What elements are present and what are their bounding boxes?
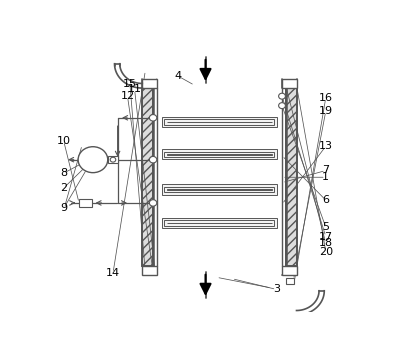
Circle shape	[149, 157, 157, 163]
Bar	[142, 79, 157, 88]
Bar	[164, 187, 274, 192]
Text: 1: 1	[322, 172, 329, 182]
Text: 11: 11	[128, 85, 142, 94]
Bar	[286, 88, 297, 266]
Bar	[79, 199, 92, 207]
Circle shape	[78, 147, 108, 173]
Bar	[167, 189, 271, 190]
Text: 3: 3	[273, 284, 280, 294]
Bar	[167, 223, 271, 224]
Text: 14: 14	[106, 268, 120, 278]
Bar	[282, 266, 297, 275]
Bar	[142, 266, 157, 275]
Bar	[164, 152, 274, 157]
Bar	[142, 88, 153, 266]
Bar	[164, 119, 274, 125]
Bar	[286, 88, 297, 266]
Text: 4: 4	[174, 71, 181, 81]
Circle shape	[110, 157, 116, 162]
Text: 15: 15	[123, 79, 137, 89]
Text: 16: 16	[319, 93, 333, 102]
Bar	[142, 88, 153, 266]
Circle shape	[279, 102, 285, 108]
Circle shape	[149, 200, 157, 206]
Bar	[162, 149, 277, 159]
Bar	[167, 121, 271, 122]
Text: 13: 13	[319, 141, 333, 151]
Bar	[162, 218, 277, 229]
Text: 5: 5	[322, 222, 329, 232]
Circle shape	[279, 93, 285, 99]
Text: 10: 10	[57, 136, 70, 146]
Bar	[162, 117, 277, 127]
Bar	[108, 157, 118, 163]
Bar	[282, 79, 297, 88]
Text: 17: 17	[319, 232, 333, 242]
Text: 9: 9	[60, 203, 67, 213]
Text: 7: 7	[322, 166, 330, 176]
Text: 18: 18	[319, 238, 333, 249]
Circle shape	[149, 114, 157, 121]
Text: 2: 2	[60, 183, 67, 193]
Bar	[164, 220, 274, 226]
Text: 20: 20	[319, 247, 333, 257]
Bar	[162, 184, 277, 194]
Bar	[286, 278, 295, 284]
Text: 8: 8	[60, 168, 67, 178]
Text: 6: 6	[322, 195, 329, 205]
Text: 12: 12	[121, 91, 135, 101]
Text: 19: 19	[319, 106, 333, 116]
